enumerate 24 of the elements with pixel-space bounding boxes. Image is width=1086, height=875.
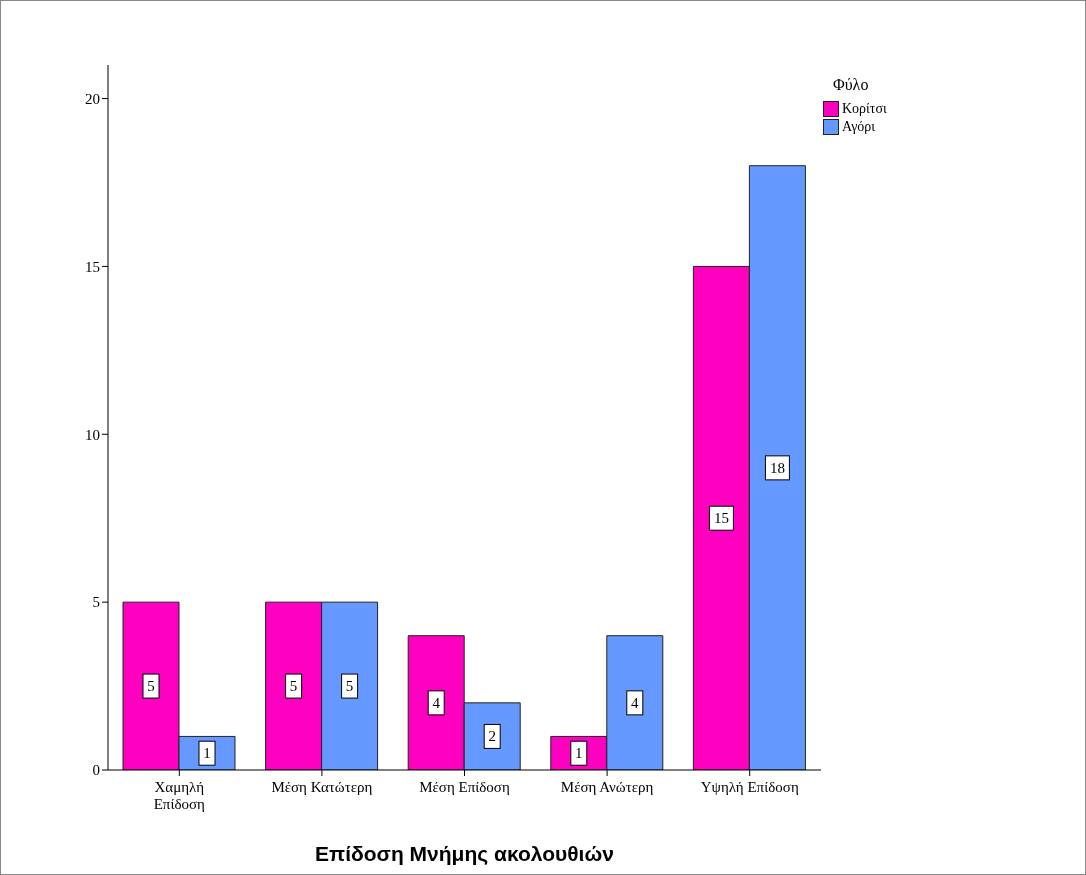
x-tick-label: Μέση Κατώτερη (271, 779, 373, 795)
data-label: 18 (769, 459, 785, 476)
x-axis-title: Επίδοση Μνήμης ακολουθιών (315, 842, 614, 866)
data-label: 1 (203, 745, 211, 762)
data-label: 15 (713, 510, 729, 527)
x-tick-label: Μέση Επίδοση (419, 779, 510, 795)
data-label: 2 (488, 728, 496, 745)
data-label: 5 (289, 678, 298, 695)
x-tick-label: Μέση Ανώτερη (560, 779, 654, 795)
data-label: 5 (147, 678, 155, 695)
x-tick-label: Υψηλή Επίδοση (700, 779, 799, 795)
x-tick-label: Χαμηλή Επίδοση (153, 779, 206, 812)
y-tick-label: 0 (92, 762, 100, 779)
legend-label: Αγόρι (842, 119, 876, 135)
data-label: 1 (575, 745, 583, 762)
data-label: 4 (631, 694, 640, 711)
y-tick-label: 20 (85, 90, 100, 107)
data-label: 5 (345, 678, 354, 695)
y-tick-label: 15 (85, 258, 100, 275)
y-tick-label: 10 (85, 426, 100, 443)
data-label: 4 (432, 694, 441, 711)
y-tick-label: 5 (92, 594, 100, 611)
legend-label: Κορίτσι (842, 101, 887, 117)
legend-title: Φύλο (833, 76, 870, 94)
